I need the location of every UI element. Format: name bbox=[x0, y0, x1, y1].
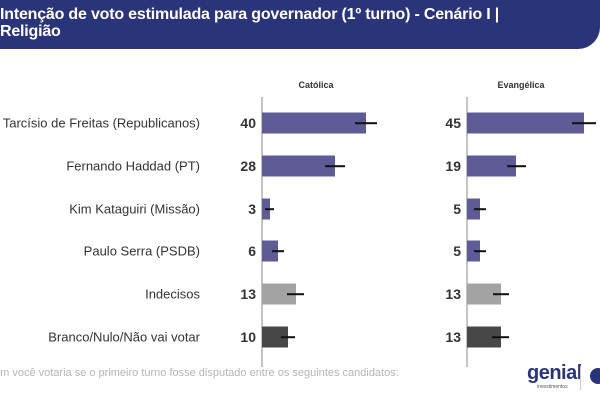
error-bar bbox=[324, 165, 345, 167]
error-bar bbox=[271, 250, 284, 252]
bar bbox=[467, 112, 584, 134]
panel-header: Evangélica bbox=[497, 80, 545, 90]
error-bar bbox=[506, 165, 526, 167]
bar bbox=[262, 112, 366, 134]
row-label: Tarcísio de Freitas (Republicanos) bbox=[2, 115, 200, 131]
row-label: Branco/Nulo/Não vai votar bbox=[48, 329, 200, 345]
bar bbox=[262, 283, 296, 305]
value-label: 28 bbox=[240, 158, 256, 174]
panel-axis bbox=[466, 97, 468, 367]
row-label: Kim Kataguiri (Missão) bbox=[69, 201, 200, 217]
value-label: 13 bbox=[445, 286, 461, 302]
row-label: Paulo Serra (PSDB) bbox=[83, 243, 200, 259]
panel-axis bbox=[261, 97, 263, 367]
error-bar bbox=[571, 122, 597, 124]
bar bbox=[467, 326, 501, 348]
error-bar bbox=[354, 122, 378, 124]
page-title: Intenção de voto estimulada para governa… bbox=[0, 6, 500, 40]
value-label: 5 bbox=[453, 201, 461, 217]
bar bbox=[467, 155, 517, 177]
error-bar bbox=[265, 208, 275, 210]
value-label: 45 bbox=[445, 115, 461, 131]
bar bbox=[467, 240, 480, 262]
partner-logo-icon bbox=[590, 368, 600, 384]
value-label: 13 bbox=[445, 329, 461, 345]
row-label: Indecisos bbox=[145, 286, 200, 302]
error-bar bbox=[474, 208, 486, 210]
bar bbox=[262, 240, 278, 262]
bar bbox=[467, 198, 480, 220]
error-bar bbox=[474, 250, 486, 252]
value-label: 6 bbox=[248, 243, 256, 259]
value-label: 10 bbox=[240, 329, 256, 345]
value-label: 3 bbox=[248, 201, 256, 217]
error-bar bbox=[492, 293, 509, 295]
value-label: 19 bbox=[445, 158, 461, 174]
row-label: Fernando Haddad (PT) bbox=[66, 158, 200, 174]
bar bbox=[262, 326, 288, 348]
logo-divider bbox=[580, 366, 581, 390]
logo-name: genial bbox=[527, 362, 582, 384]
error-bar bbox=[280, 336, 295, 338]
bar bbox=[467, 283, 501, 305]
question-footnote: em você votaria se o primeiro turno foss… bbox=[0, 367, 399, 379]
value-label: 40 bbox=[240, 115, 256, 131]
error-bar bbox=[287, 293, 305, 295]
error-bar bbox=[492, 336, 510, 338]
panel-header: Católica bbox=[298, 80, 334, 90]
header-band: Intenção de voto estimulada para governa… bbox=[0, 0, 600, 49]
bar bbox=[262, 155, 335, 177]
genial-logo: genial investimentos bbox=[527, 362, 582, 390]
logo-sub: investimentos bbox=[537, 384, 568, 390]
value-label: 5 bbox=[453, 243, 461, 259]
value-label: 13 bbox=[240, 286, 256, 302]
